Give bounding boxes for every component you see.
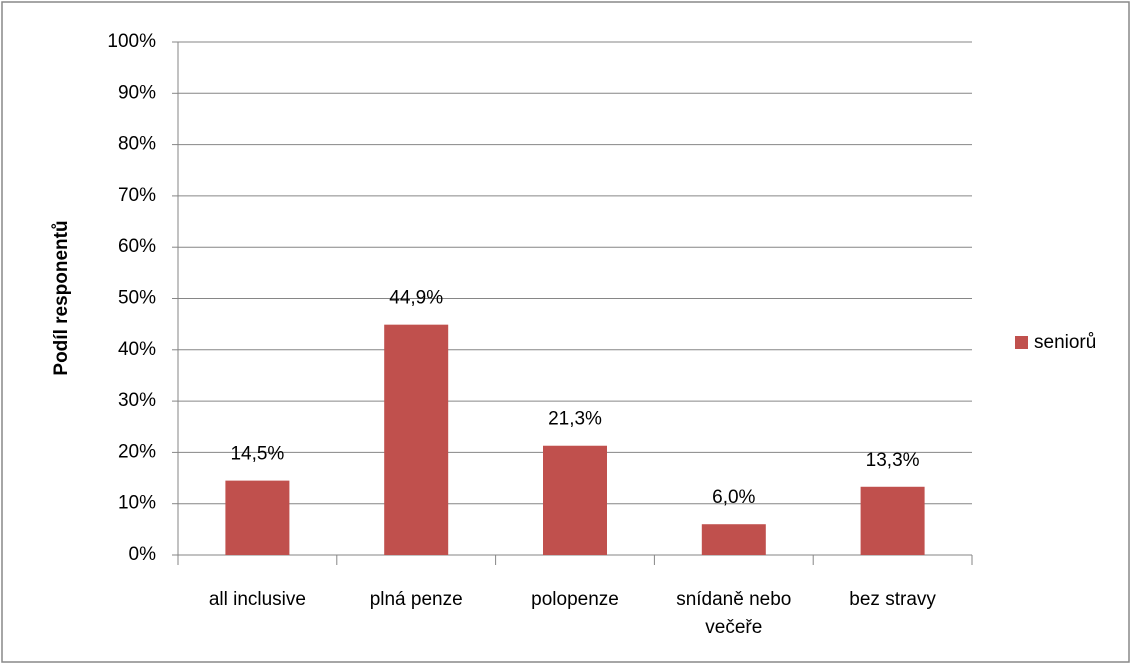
y-tick-label: 10%: [118, 493, 156, 514]
x-tick-label: plná penze: [369, 589, 463, 610]
data-label: 6,0%: [712, 487, 755, 508]
x-tick-label: polopenze: [531, 589, 619, 610]
bar: [384, 324, 449, 555]
x-tick-label: all inclusive: [208, 589, 306, 610]
y-tick-label: 60%: [118, 236, 156, 257]
y-tick-label: 70%: [118, 185, 156, 206]
data-label: 44,9%: [389, 288, 443, 309]
bar: [225, 480, 290, 555]
y-tick-label: 50%: [118, 288, 156, 309]
y-tick-label: 90%: [118, 82, 156, 103]
x-tick-label: bez stravy: [849, 589, 936, 610]
bar: [701, 524, 766, 555]
data-label: 14,5%: [230, 444, 284, 465]
data-label: 13,3%: [866, 450, 920, 471]
y-tick-label: 40%: [118, 339, 156, 360]
y-tick-label: 80%: [118, 134, 156, 155]
y-tick-label: 20%: [118, 441, 156, 462]
legend-swatch: [1015, 336, 1028, 349]
bar: [543, 445, 607, 555]
y-tick-label: 0%: [129, 544, 157, 565]
y-tick-label: 30%: [118, 390, 156, 411]
legend-label: seniorů: [1034, 332, 1096, 353]
x-tick-label: snídaně nebo večeře: [676, 589, 792, 638]
y-tick-label: 100%: [107, 31, 156, 52]
y-axis-label: Podíl responentů: [51, 220, 72, 375]
bar: [860, 486, 925, 555]
data-label: 21,3%: [548, 409, 602, 430]
